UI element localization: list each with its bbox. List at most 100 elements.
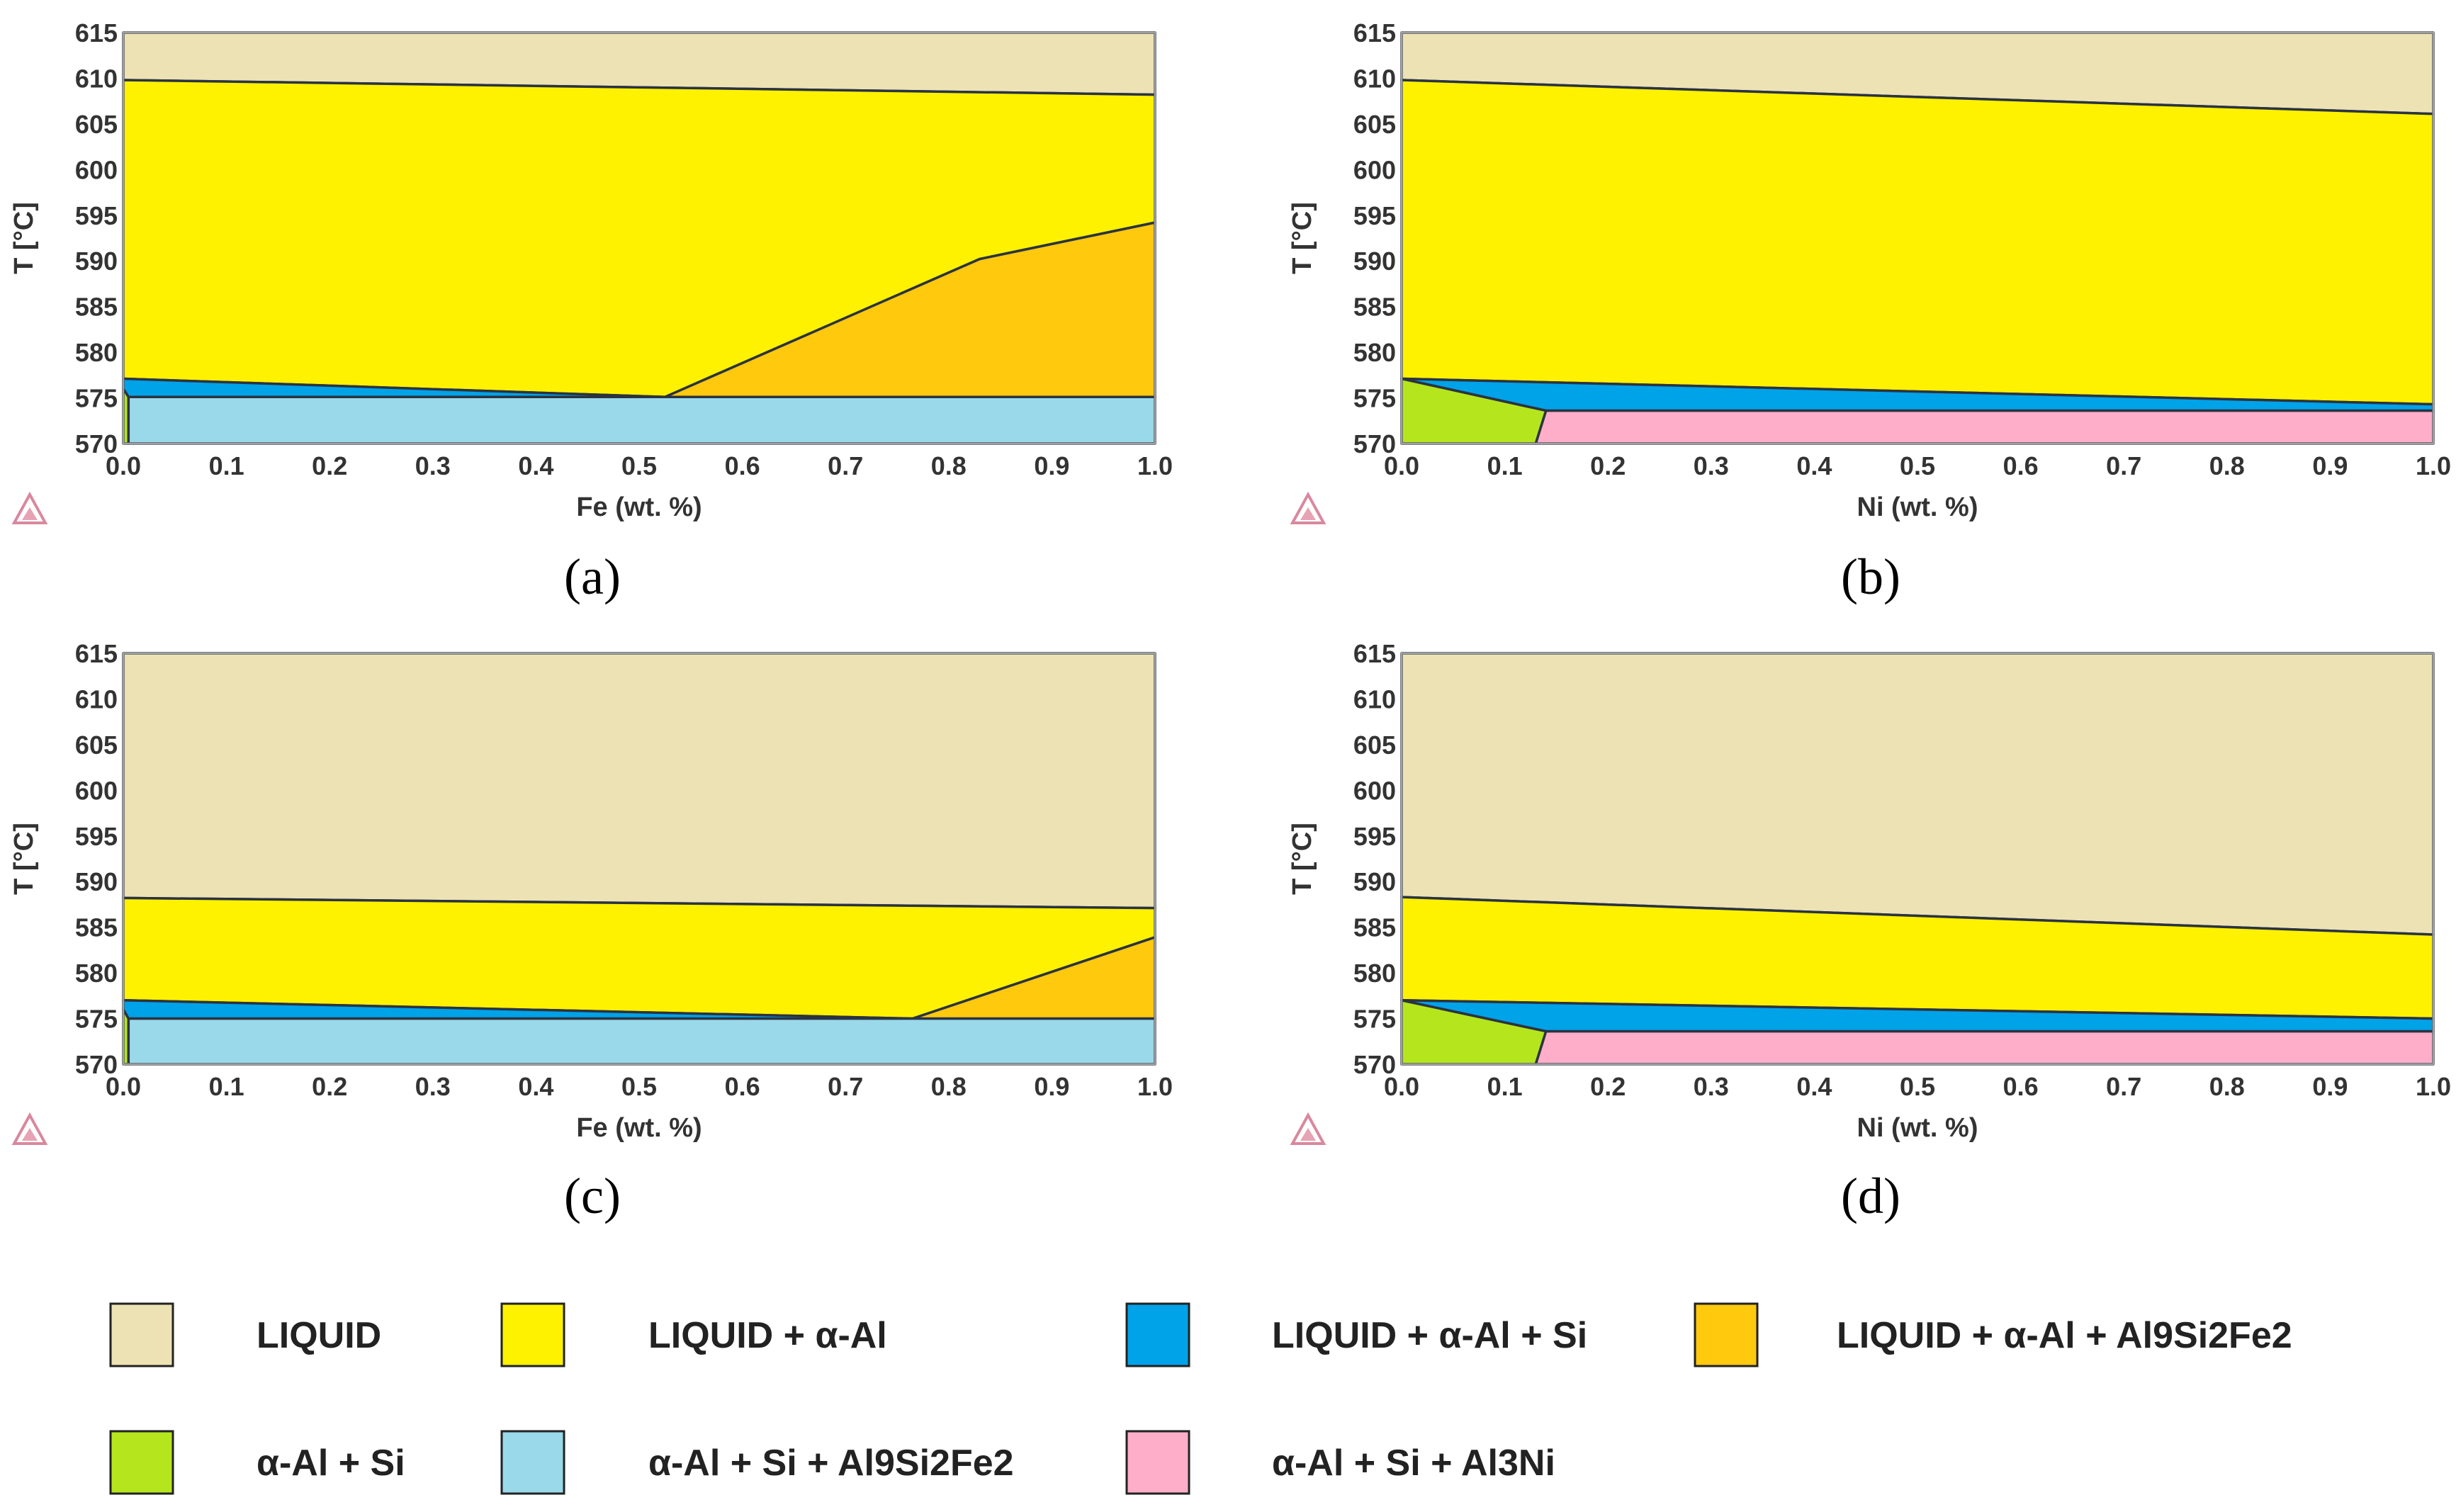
y-tick-label: 580 (75, 959, 118, 988)
x-tick-label: 0.0 (106, 451, 141, 480)
phase-region-b-1 (1400, 79, 2435, 406)
y-tick-label: 575 (75, 384, 118, 413)
y-tick-label: 610 (75, 684, 118, 713)
panel-label-d: (d) (1841, 1168, 1900, 1224)
plot-frame-b (1400, 31, 2435, 445)
x-tick-label: 0.8 (2209, 1072, 2245, 1101)
y-tick-label: 570 (75, 1050, 118, 1079)
x-tick-label: 0.1 (1487, 1072, 1523, 1101)
x-tick-label: 0.4 (518, 1072, 553, 1101)
y-tick-label: 580 (1353, 338, 1396, 367)
x-tick-label: 0.5 (1900, 1072, 1935, 1101)
x-axis-label: Fe (wt. %) (576, 1113, 702, 1143)
x-tick-label: 0.5 (1900, 451, 1935, 480)
legend-swatch (109, 1302, 174, 1367)
chart-panel-d: 0.0 0.1 0.2 0.3 0.4 0.5 0.6 0.7 0.8 0.9 1.0 570 575 5… (1288, 639, 2451, 1224)
x-tick-label: 0.7 (828, 1072, 863, 1101)
y-tick-label: 590 (75, 247, 118, 276)
phase-region-c-0 (122, 652, 1156, 910)
y-tick-label: 615 (1353, 639, 1396, 668)
x-tick-label: 0.8 (931, 1072, 967, 1101)
x-tick-label: 0.3 (1694, 451, 1729, 480)
thermo-calc-logo-icon (1290, 1112, 1326, 1145)
y-tick-label: 585 (1353, 913, 1396, 942)
x-tick-label: 0.6 (725, 1072, 760, 1101)
y-tick-label: 580 (1353, 959, 1396, 988)
x-tick-label: 0.0 (106, 1072, 141, 1101)
x-tick-label: 0.1 (209, 1072, 244, 1101)
x-tick-label: 0.3 (415, 451, 451, 480)
y-tick-label: 570 (75, 429, 118, 458)
x-tick-label: 0.2 (1590, 1072, 1626, 1101)
x-tick-label: 1.0 (1137, 1072, 1173, 1101)
y-axis-label: T [°C] (1288, 823, 1317, 895)
y-tick-label: 595 (1353, 201, 1396, 230)
y-tick-label: 605 (1353, 730, 1396, 760)
phase-region-b-4 (1534, 409, 2435, 445)
panel-label-a: (a) (564, 548, 621, 605)
x-tick-label: 0.5 (621, 451, 657, 480)
x-tick-label: 0.9 (1034, 451, 1069, 480)
y-tick-label: 615 (75, 639, 118, 668)
legend-item: α-Al + Si (109, 1430, 405, 1495)
x-tick-label: 0.9 (1034, 1072, 1069, 1101)
legend-label: LIQUID + α-Al (648, 1315, 887, 1356)
y-tick-label: 610 (75, 64, 118, 93)
plot-frame-a (122, 31, 1156, 445)
plot-frame-c (122, 652, 1156, 1066)
chart-panel-b: 0.0 0.1 0.2 0.3 0.4 0.5 0.6 0.7 0.8 0.9 1.0 570 575 5… (1288, 18, 2451, 605)
y-tick-label: 610 (1353, 64, 1396, 93)
y-axis-label: T [°C] (1288, 202, 1317, 274)
legend-item: LIQUID (109, 1302, 381, 1367)
y-tick-label: 570 (1353, 429, 1396, 458)
x-tick-label: 1.0 (2416, 451, 2451, 480)
x-tick-label: 0.1 (209, 451, 244, 480)
legend-swatch (1125, 1430, 1190, 1495)
x-tick-label: 0.7 (2106, 451, 2141, 480)
y-tick-label: 585 (75, 293, 118, 322)
legend-swatch (500, 1430, 565, 1495)
phase-region-d-4 (1534, 1029, 2435, 1066)
y-tick-label: 575 (1353, 384, 1396, 413)
legend-item: LIQUID + α-Al + Al9Si2Fe2 (1694, 1302, 2292, 1367)
legend-label: α-Al + Si (257, 1443, 405, 1484)
phase-region-d-0 (1400, 652, 2435, 936)
y-tick-label: 595 (75, 201, 118, 230)
x-tick-label: 0.1 (1487, 451, 1523, 480)
y-tick-label: 605 (1353, 110, 1396, 139)
y-tick-label: 600 (75, 155, 118, 184)
x-tick-label: 0.4 (1796, 451, 1832, 480)
y-tick-label: 600 (1353, 155, 1396, 184)
chart-panel-a: 0.0 0.1 0.2 0.3 0.4 0.5 0.6 0.7 0.8 0.9 1.0 570 575 5… (9, 18, 1173, 605)
plot-frame-d (1400, 652, 2435, 1066)
x-tick-label: 0.2 (312, 1072, 347, 1101)
y-tick-label: 590 (1353, 247, 1396, 276)
legend-swatch (500, 1302, 565, 1367)
y-tick-label: 605 (75, 730, 118, 760)
x-tick-label: 0.3 (415, 1072, 451, 1101)
y-tick-label: 605 (75, 110, 118, 139)
thermo-calc-logo-icon (11, 491, 48, 524)
x-tick-label: 0.5 (621, 1072, 657, 1101)
x-tick-label: 0.0 (1384, 1072, 1419, 1101)
legend-item: LIQUID + α-Al + Si (1125, 1302, 1587, 1367)
legend-label: α-Al + Si + Al9Si2Fe2 (648, 1443, 1014, 1484)
legend: LIQUID LIQUID + α-Al LIQUID + α-Al + Si LIQ… (109, 1302, 2292, 1495)
legend-label: LIQUID + α-Al + Si (1272, 1315, 1587, 1356)
x-tick-label: 0.6 (2003, 1072, 2039, 1101)
x-axis-label: Fe (wt. %) (576, 492, 702, 522)
panel-label-c: (c) (564, 1168, 621, 1224)
phase-region-a-4 (127, 395, 1156, 445)
x-tick-label: 0.4 (1796, 1072, 1832, 1101)
y-tick-label: 585 (1353, 293, 1396, 322)
x-tick-label: 0.8 (931, 451, 967, 480)
y-tick-label: 595 (75, 822, 118, 851)
y-tick-label: 585 (75, 913, 118, 942)
y-tick-label: 575 (1353, 1005, 1396, 1034)
legend-item: α-Al + Si + Al3Ni (1125, 1430, 1555, 1495)
y-tick-label: 610 (1353, 684, 1396, 713)
legend-label: LIQUID + α-Al + Al9Si2Fe2 (1837, 1315, 2292, 1356)
y-tick-label: 615 (1353, 18, 1396, 47)
y-tick-label: 575 (75, 1005, 118, 1034)
x-tick-label: 0.9 (2312, 1072, 2348, 1101)
